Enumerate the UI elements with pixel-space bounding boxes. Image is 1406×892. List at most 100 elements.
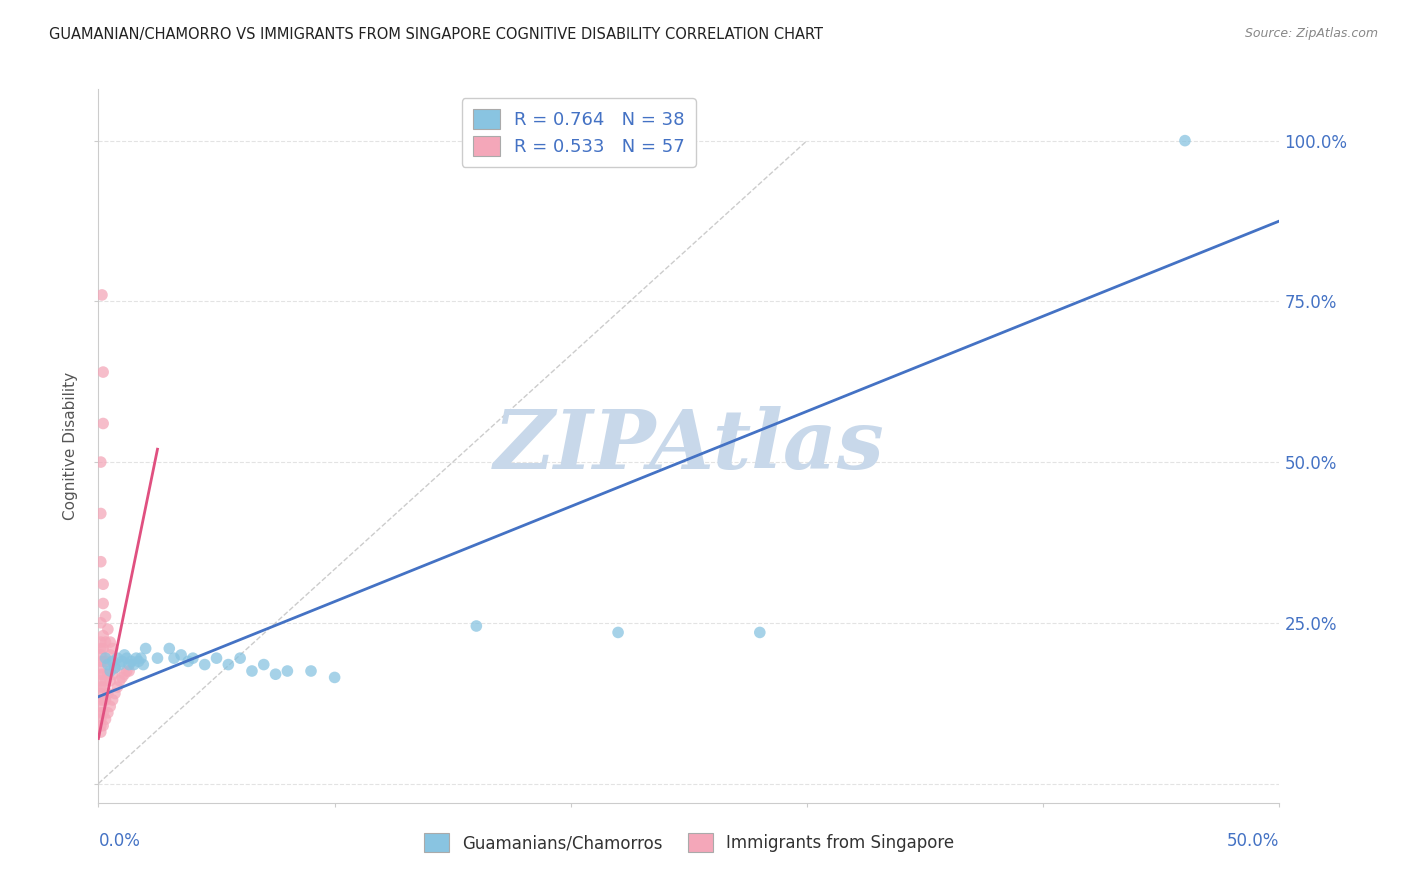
Point [90,719,112,733]
Point [90,712,112,726]
Point [122,657,145,672]
Legend: Guamanians/Chamorros, Immigrants from Singapore: Guamanians/Chamorros, Immigrants from Si… [418,827,960,859]
Point [91,706,114,720]
Point [97,667,120,681]
Point [607,625,630,640]
Point [98,635,121,649]
Point [104,661,127,675]
Point [170,648,193,662]
Point [90,725,112,739]
Point [90,673,112,688]
Point [90,615,112,630]
Point [98,673,121,688]
Point [264,667,287,681]
Point [90,648,112,662]
Y-axis label: Cognitive Disability: Cognitive Disability [63,372,79,520]
Point [229,651,252,665]
Point [146,651,169,665]
Point [91,577,114,591]
Point [276,664,298,678]
Point [135,641,157,656]
Point [105,651,128,665]
Point [91,365,114,379]
Point [101,654,124,668]
Point [115,664,138,678]
Point [90,680,112,694]
Point [465,619,488,633]
Point [94,712,117,726]
Text: GUAMANIAN/CHAMORRO VS IMMIGRANTS FROM SINGAPORE COGNITIVE DISABILITY CORRELATION: GUAMANIAN/CHAMORRO VS IMMIGRANTS FROM SI… [49,27,823,42]
Point [97,706,120,720]
Point [98,699,121,714]
Text: 50.0%: 50.0% [1227,831,1279,849]
Point [118,664,141,678]
Point [101,667,124,681]
Point [90,654,112,668]
Point [115,651,138,665]
Point [91,629,114,643]
Point [97,657,120,672]
Point [112,648,135,662]
Point [90,661,112,675]
Point [91,719,114,733]
Point [111,670,134,684]
Point [90,699,112,714]
Point [108,673,131,688]
Point [157,641,180,656]
Point [1174,134,1197,148]
Point [90,686,112,700]
Point [94,651,117,665]
Point [748,625,770,640]
Point [90,706,112,720]
Point [125,651,148,665]
Point [90,635,112,649]
Point [253,657,276,672]
Point [101,693,124,707]
Point [108,657,131,672]
Point [90,507,112,521]
Point [121,654,143,668]
Point [111,654,134,668]
Point [91,597,114,611]
Point [94,609,117,624]
Point [90,641,112,656]
Point [90,555,112,569]
Point [91,288,114,302]
Point [91,417,114,431]
Point [105,680,128,694]
Point [104,661,127,675]
Point [299,664,322,678]
Text: 0.0%: 0.0% [98,831,141,849]
Point [97,686,120,700]
Point [98,664,121,678]
Point [90,455,112,469]
Point [90,693,112,707]
Point [90,667,112,681]
Point [217,657,239,672]
Point [118,657,141,672]
Point [323,670,346,684]
Point [128,654,150,668]
Point [97,622,120,636]
Point [91,693,114,707]
Point [94,693,117,707]
Point [177,654,200,668]
Point [181,651,204,665]
Point [91,641,114,656]
Point [163,651,186,665]
Point [91,667,114,681]
Point [129,651,152,665]
Text: ZIPAtlas: ZIPAtlas [494,406,884,486]
Point [132,657,155,672]
Point [91,654,114,668]
Point [91,680,114,694]
Point [98,648,121,662]
Point [104,686,127,700]
Point [94,673,117,688]
Point [112,667,135,681]
Point [101,641,124,656]
Point [94,635,117,649]
Point [240,664,263,678]
Text: Source: ZipAtlas.com: Source: ZipAtlas.com [1244,27,1378,40]
Point [194,657,217,672]
